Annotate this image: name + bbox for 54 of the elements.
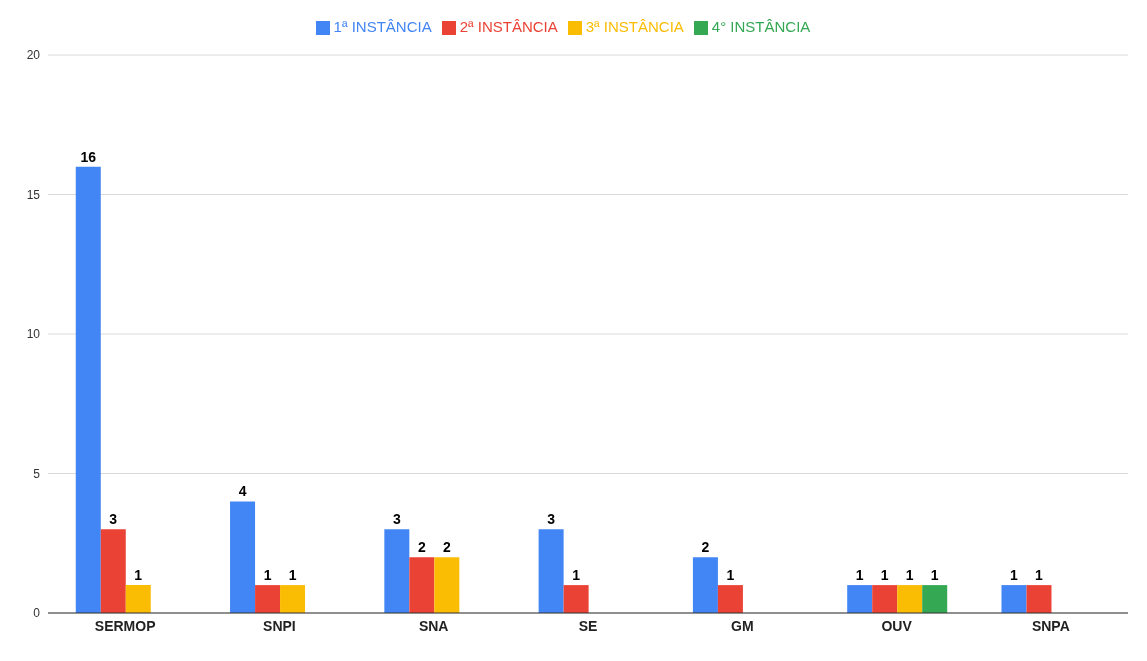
bar [230, 501, 256, 613]
x-tick-label: SNA [418, 617, 449, 634]
legend-label: 1ª INSTÂNCIA [333, 18, 432, 35]
data-label: 1 [134, 567, 143, 584]
x-tick-label: SERMOP [94, 617, 156, 634]
data-label: 16 [80, 148, 97, 165]
data-label: 1 [288, 567, 297, 584]
bar [563, 585, 589, 613]
data-label: 1 [880, 567, 889, 584]
data-label: 1 [1035, 567, 1044, 584]
bar [692, 557, 718, 613]
data-label: 3 [109, 511, 118, 528]
bar [847, 585, 873, 613]
data-label: 3 [392, 511, 401, 528]
data-label: 2 [442, 539, 451, 556]
legend-label: 3ª INSTÂNCIA [585, 18, 684, 35]
x-tick-label: GM [731, 617, 754, 634]
bar [100, 529, 126, 613]
bar [434, 557, 460, 613]
bar [125, 585, 151, 613]
data-label: 1 [905, 567, 914, 584]
data-label: 1 [572, 567, 581, 584]
bar [872, 585, 898, 613]
y-tick-label: 5 [33, 466, 41, 481]
bar [1001, 585, 1027, 613]
bar [384, 529, 410, 613]
data-label: 2 [701, 539, 710, 556]
bar [280, 585, 306, 613]
y-tick-label: 10 [26, 327, 41, 342]
data-label: 2 [417, 539, 426, 556]
data-label: 3 [547, 511, 556, 528]
bar [409, 557, 435, 613]
y-tick-label: 15 [26, 187, 41, 202]
x-tick-label: SE [578, 617, 598, 634]
data-label: 1 [263, 567, 272, 584]
data-label: 1 [855, 567, 864, 584]
x-tick-label: OUV [881, 617, 913, 634]
x-tick-label: SNPA [1031, 617, 1070, 634]
bar [717, 585, 743, 613]
legend-label: 4° INSTÂNCIA [711, 18, 811, 35]
bar [1026, 585, 1052, 613]
x-tick-label: SNPI [263, 617, 296, 634]
bar [538, 529, 564, 613]
data-label: 1 [1010, 567, 1019, 584]
y-tick-label: 20 [26, 48, 41, 63]
y-tick-label: 0 [33, 606, 41, 621]
bar [255, 585, 281, 613]
legend-label: 2ª INSTÂNCIA [459, 18, 558, 35]
bar [897, 585, 923, 613]
data-label: 1 [726, 567, 735, 584]
bar [922, 585, 948, 613]
data-label: 1 [930, 567, 939, 584]
bar [75, 166, 101, 613]
data-label: 4 [238, 483, 247, 500]
